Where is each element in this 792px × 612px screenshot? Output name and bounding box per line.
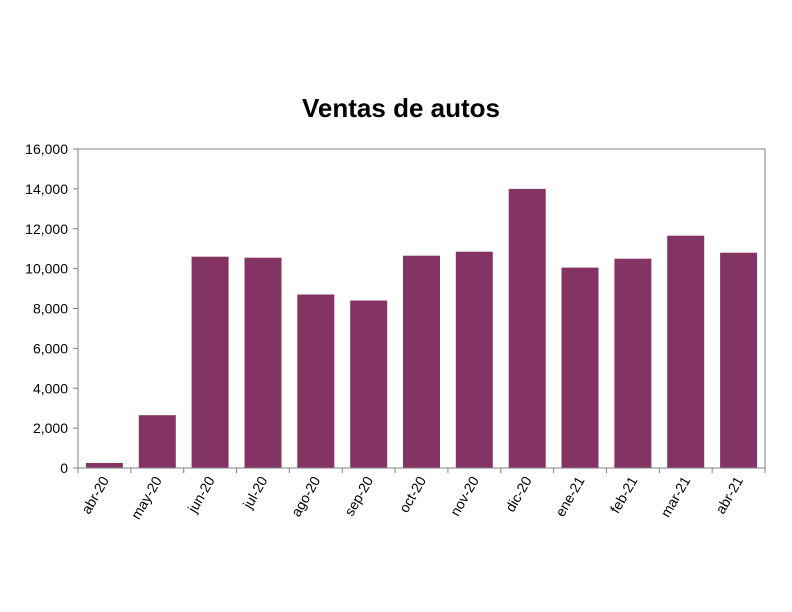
x-tick-label: mar-21: [657, 473, 693, 520]
bar-jun-20: [191, 256, 229, 468]
x-tick-label: may-20: [128, 473, 165, 522]
bar-abr-21: [720, 252, 758, 468]
y-tick-label: 6,000: [33, 340, 68, 356]
y-tick-label: 10,000: [25, 261, 68, 277]
y-tick-label: 8,000: [33, 301, 68, 317]
bars-group: [85, 188, 758, 468]
y-tick-label: 16,000: [25, 141, 68, 157]
bar-oct-20: [403, 255, 440, 468]
y-tick-label: 14,000: [25, 181, 68, 197]
bar-mar-21: [667, 235, 705, 468]
x-tick-label: ago-20: [288, 473, 324, 519]
x-tick-label: jun-20: [184, 473, 218, 516]
bar-feb-21: [614, 258, 652, 468]
bar-nov-20: [455, 251, 493, 468]
y-tick-label: 4,000: [33, 380, 68, 396]
bar-may-20: [138, 415, 176, 468]
x-axis-ticks: abr-20 may-20 jun-20 jul-20 ago-20 sep-20 oct-…: [77, 468, 766, 522]
x-tick-label: abr-21: [712, 473, 746, 516]
x-tick-label: dic-20: [502, 473, 535, 514]
y-tick-label: 0: [60, 460, 68, 476]
x-tick-label: oct-20: [396, 473, 429, 515]
chart-title: Ventas de autos: [302, 93, 500, 123]
bar-ene-21: [561, 267, 599, 468]
x-tick-label: nov-20: [447, 473, 482, 518]
x-tick-label: ene-21: [552, 473, 588, 519]
bar-sep-20: [350, 300, 388, 468]
x-tick-label: feb-21: [607, 473, 641, 516]
y-tick-label: 12,000: [25, 221, 68, 237]
y-tick-label: 2,000: [33, 420, 68, 436]
bar-ago-20: [297, 294, 335, 468]
bar-dic-20: [508, 188, 546, 468]
x-tick-label: sep-20: [341, 473, 376, 518]
bar-jul-20: [244, 257, 282, 468]
x-tick-label: abr-20: [78, 473, 112, 516]
y-axis-ticks: 0 2,000 4,000 6,000 8,000 10,000 12,000 14,000 1…: [25, 141, 78, 476]
bar-abr-20: [85, 463, 123, 468]
x-tick-label: jul-20: [239, 473, 271, 512]
